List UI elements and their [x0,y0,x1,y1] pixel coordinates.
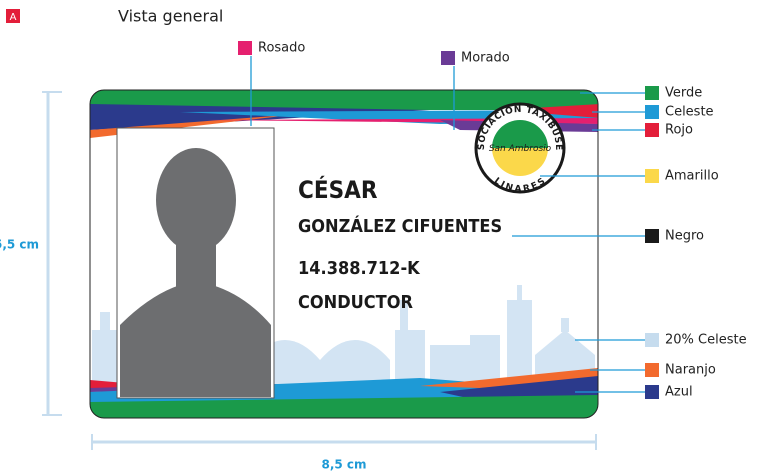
callout-label: 20% Celeste [665,333,747,348]
callout-label: Amarillo [665,169,719,184]
color-swatch [645,169,659,183]
color-swatch [645,229,659,243]
color-swatch [645,363,659,377]
title: Vista general [118,7,223,26]
badge-text: A [10,12,17,23]
callout-label: Rojo [665,123,693,138]
callout-label: Azul [665,385,693,400]
callout-label: Negro [665,229,704,244]
card-surname: GONZÁLEZ CIFUENTES [298,215,502,237]
callout-label: Morado [461,51,510,66]
callout-label: Verde [665,86,702,101]
callout-label: Celeste [665,105,714,120]
callout-label: Rosado [258,41,305,56]
color-swatch [645,105,659,119]
color-swatch [645,385,659,399]
callout-label: Naranjo [665,363,716,378]
card-role: CONDUCTOR [298,292,413,313]
dimension-label: 8,5 cm [321,458,366,472]
dimension-height: 5,5 cm [0,92,62,415]
color-swatch [441,51,455,65]
dimension-label: 5,5 cm [0,238,39,252]
color-swatch [645,123,659,137]
diagram: A Vista general [0,0,762,475]
card-name: CÉSAR [298,175,378,204]
logo-middle: San Ambrosio [489,144,552,154]
dimension-width: 8,5 cm [92,434,596,472]
card-id: 14.388.712-K [298,258,421,279]
color-swatch [645,86,659,100]
color-swatch [238,41,252,55]
color-swatch [645,333,659,347]
